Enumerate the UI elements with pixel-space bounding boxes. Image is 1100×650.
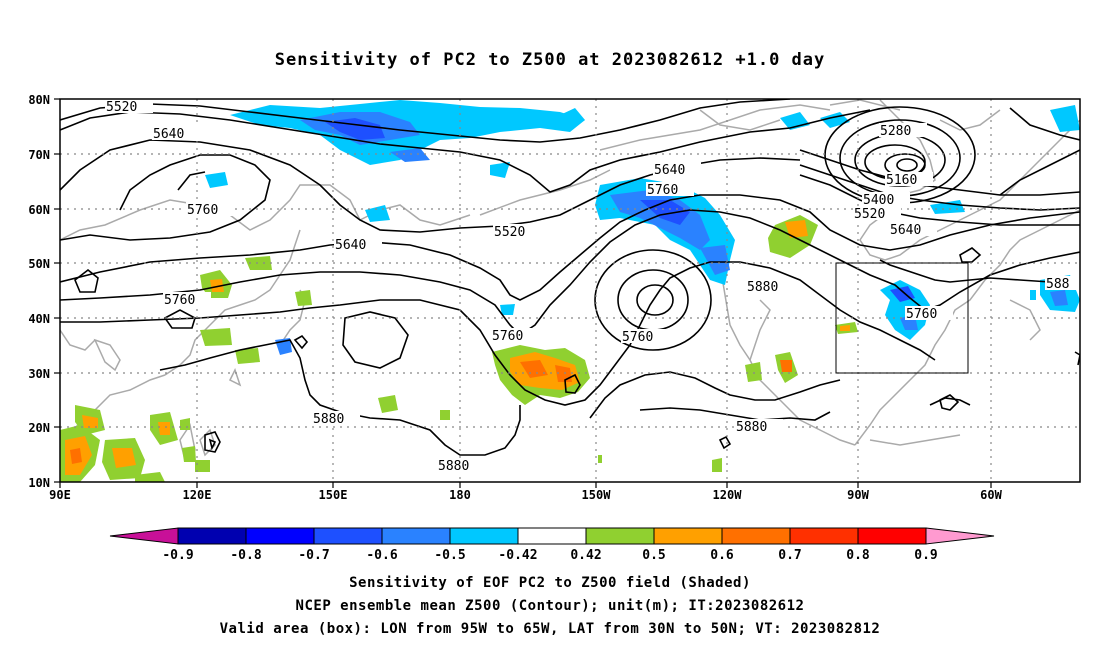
contour-label-5520a: 5520 (106, 100, 137, 115)
colorbar-swatch-10 (789, 527, 859, 545)
lat-label-20n: 20N (28, 421, 50, 435)
lat-label-30n: 30N (28, 367, 50, 381)
contour-label-5640a: 5640 (153, 127, 184, 142)
colorbar-swatch-3 (313, 527, 383, 545)
lat-label-60n: 60N (28, 203, 50, 217)
map-frame (59, 98, 1081, 483)
lon-label-90e: 90E (49, 488, 71, 502)
contour-label-5760d: 5760 (492, 329, 523, 344)
colorbar-swatch-5 (449, 527, 519, 545)
lon-label-150w: 150W (582, 488, 612, 502)
lat-label-50n: 50N (28, 257, 50, 271)
longitude-labels: 90E 120E 150E 180 150W 120W 90W 60W (49, 488, 1002, 502)
colorbar-swatch-9 (721, 527, 791, 545)
colorbar-swatch-4 (381, 527, 451, 545)
colorbar-label: -0.7 (298, 548, 329, 563)
contour-label-5640b: 5640 (335, 238, 366, 253)
footer-line-2: NCEP ensemble mean Z500 (Contour); unit(… (295, 598, 805, 614)
colorbar-swatch-2 (245, 527, 315, 545)
footer-line-3: Valid area (box): LON from 95W to 65W, L… (219, 621, 881, 637)
contour-label-5520c: 5520 (854, 207, 885, 222)
coastlines (60, 99, 1080, 462)
colorbar-label: 0.6 (710, 548, 734, 563)
colorbar-label: 0.8 (846, 548, 870, 563)
map-title: Sensitivity of PC2 to Z500 at 2023082612… (274, 50, 826, 70)
colorbar-swatch-8 (653, 527, 723, 545)
contour-label-5280: 5280 (880, 124, 911, 139)
lon-label-60w: 60W (980, 488, 1002, 502)
axis-ticks (54, 98, 992, 488)
colorbar-swatch-11 (857, 527, 927, 545)
colorbar-label: -0.8 (230, 548, 261, 563)
lon-label-180: 180 (449, 488, 471, 502)
colorbar-label: -0.5 (434, 548, 465, 563)
footer-line-1: Sensitivity of EOF PC2 to Z500 field (Sh… (349, 575, 751, 591)
lon-label-90w: 90W (847, 488, 869, 502)
colorbar-label: 0.9 (914, 548, 937, 563)
contour-label-5760e: 5760 (622, 330, 653, 345)
lon-label-120e: 120E (183, 488, 212, 502)
contour-label-5400: 5400 (863, 193, 894, 208)
latitude-labels: 80N 70N 60N 50N 40N 30N 20N 10N (28, 93, 50, 490)
contour-label-5760a: 5760 (187, 203, 218, 218)
contour-label-5760b: 5760 (164, 293, 195, 308)
lon-label-150e: 150E (319, 488, 348, 502)
lat-label-80n: 80N (28, 93, 50, 107)
valid-area-box (835, 262, 969, 374)
colorbar-labels: -0.9 -0.8 -0.7 -0.6 -0.5 -0.42 0.42 0.5 … (162, 548, 937, 563)
contour-label-5640d: 5640 (890, 223, 921, 238)
colorbar-swatch-1 (177, 527, 247, 545)
lat-label-70n: 70N (28, 148, 50, 162)
colorbar-label: -0.6 (366, 548, 397, 563)
colorbar (109, 527, 995, 545)
contour-label-5160: 5160 (886, 173, 917, 188)
contour-labels: 5520 5640 5760 5640 5760 5520 5640 5760 … (105, 99, 1080, 474)
contour-label-588: 588 (1046, 277, 1069, 292)
lat-label-10n: 10N (28, 476, 50, 490)
colorbar-swatch-7 (585, 527, 655, 545)
contour-label-5880d: 5880 (438, 459, 469, 474)
contour-label-5640c: 5640 (654, 163, 685, 178)
lat-label-40n: 40N (28, 312, 50, 326)
lon-label-120w: 120W (713, 488, 743, 502)
contour-label-5760c: 5760 (647, 183, 678, 198)
colorbar-label: -0.42 (498, 548, 537, 563)
colorbar-label: 0.7 (778, 548, 801, 563)
colorbar-swatch-0 (109, 527, 179, 545)
colorbar-swatch-6 (517, 527, 587, 545)
colorbar-label: -0.9 (162, 548, 193, 563)
contour-label-5760f: 5760 (906, 307, 937, 322)
contour-label-5520b: 5520 (494, 225, 525, 240)
colorbar-swatch-12 (925, 527, 995, 545)
positive-shading (60, 215, 858, 482)
colorbar-label: 0.5 (642, 548, 665, 563)
colorbar-label: 0.42 (570, 548, 601, 563)
contour-label-5880a: 5880 (747, 280, 778, 295)
contour-label-5880b: 5880 (313, 412, 344, 427)
contour-label-5880c: 5880 (736, 420, 767, 435)
